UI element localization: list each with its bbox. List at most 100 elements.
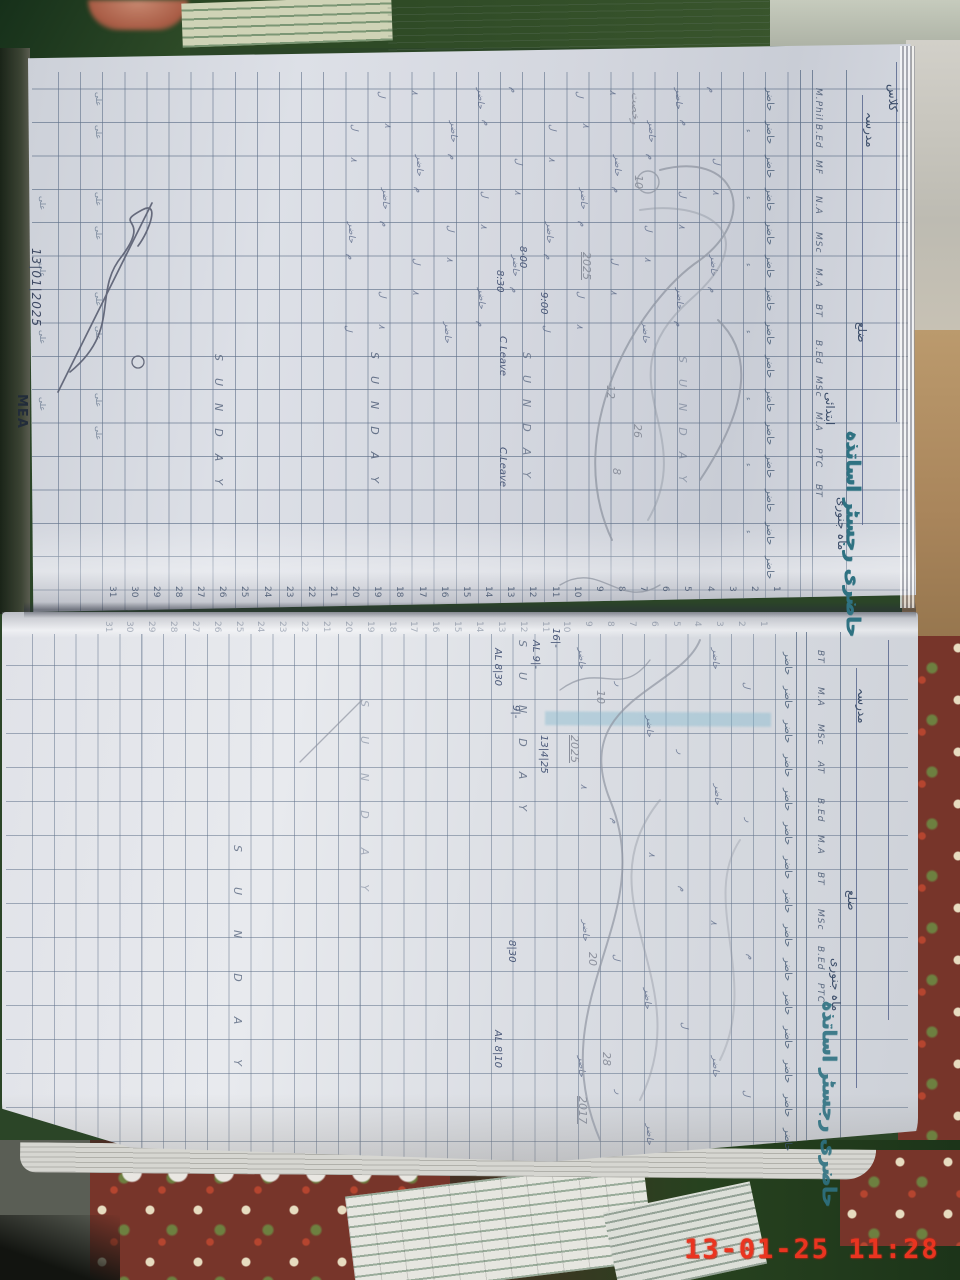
- cell-mark: م: [345, 254, 355, 260]
- cell-mark: حاضر: [673, 88, 683, 109]
- date-number: 7: [638, 586, 649, 592]
- header-handwriting: کلاس: [886, 84, 900, 112]
- date-number: 6: [648, 621, 659, 627]
- pencil-note: 2017: [576, 1096, 589, 1124]
- qualification-note: AT: [815, 761, 825, 774]
- qualification-note: MSc: [813, 376, 823, 398]
- pencil-note: 10: [632, 175, 645, 189]
- cell-mark: حاضر: [710, 1056, 720, 1077]
- cell-mark: حاضر: [644, 716, 654, 737]
- cell-mark: م: [611, 187, 621, 193]
- date-number: 26: [217, 586, 228, 598]
- cell-mark: ل: [349, 124, 359, 131]
- date-number: 5: [682, 586, 693, 592]
- date-number: 1: [758, 621, 768, 627]
- totals-mark: على: [38, 196, 47, 211]
- header-underline: [862, 95, 864, 525]
- leave-note: 8:30: [494, 270, 505, 293]
- cell-mark: حاضر: [708, 255, 718, 276]
- date-number: 6: [660, 586, 671, 592]
- header-handwriting: ضلع: [845, 890, 859, 911]
- date-number: 26: [211, 621, 222, 633]
- cell-mark: ل: [376, 91, 386, 98]
- date-number: 10: [571, 586, 582, 598]
- date-number: 28: [168, 621, 179, 633]
- cell-mark: حاضر: [576, 1056, 586, 1077]
- qualification-note: M.A: [815, 687, 825, 707]
- cell-mark: حاضر: [380, 188, 390, 210]
- attendance-mark: حاضر: [764, 455, 775, 479]
- attendance-mark: حاضر: [764, 121, 775, 145]
- pencil-note: رخصت: [629, 92, 642, 125]
- date-number: 28: [172, 586, 183, 598]
- leave-note: C Leave: [497, 336, 508, 377]
- cell-mark: م: [745, 954, 755, 960]
- cell-mark: ل: [711, 157, 721, 165]
- qualification-note: MSc: [815, 724, 825, 746]
- cell-mark: ٨: [409, 90, 419, 95]
- qualification-note: MSc: [813, 232, 823, 254]
- cell-mark: ر: [675, 750, 685, 755]
- cell-mark: م: [447, 153, 457, 160]
- header-handwriting: ماہ جنوری: [829, 958, 843, 1012]
- attendance-mark: حاضر: [764, 321, 775, 346]
- cell-mark: ل: [411, 258, 421, 265]
- cell-mark: حاضر: [442, 321, 452, 343]
- date-number: 7: [626, 621, 637, 627]
- date-number: 11: [549, 586, 560, 598]
- pencil-note: 12: [604, 385, 617, 399]
- cell-mark: ل: [513, 157, 523, 165]
- date-number: 17: [408, 621, 419, 633]
- date-number: 19: [372, 586, 383, 598]
- date-number: 8: [615, 586, 626, 592]
- date-number: 27: [189, 621, 200, 633]
- attendance-mark: حاضر: [764, 388, 775, 412]
- qualification-note: MF: [813, 160, 823, 175]
- cell-mark: حاضر: [644, 1124, 654, 1145]
- date-number: 21: [321, 621, 331, 633]
- date-number: 29: [146, 621, 157, 633]
- cell-mark: م: [413, 187, 423, 193]
- cell-mark: ٨: [710, 190, 720, 196]
- cell-mark: ل: [479, 191, 489, 198]
- date-number: 2: [736, 621, 747, 627]
- date-number: 24: [255, 621, 266, 633]
- qualification-note: PTC: [813, 448, 823, 469]
- totals-mark: على: [94, 225, 103, 240]
- cell-mark: ر: [613, 682, 623, 687]
- qualification-note: B.Ed: [815, 798, 825, 823]
- cell-mark: حاضر: [476, 288, 486, 310]
- pencil-note: 20: [586, 952, 599, 966]
- sunday-label: SUNDAY: [231, 845, 244, 1101]
- pencil-note: 10: [594, 690, 607, 704]
- header-handwriting: ماہ جنوری: [835, 497, 849, 551]
- attendance-mark: حاضر: [782, 720, 793, 744]
- qualification-note: BT: [815, 650, 825, 664]
- date-number: 13: [495, 621, 506, 633]
- cell-mark: ل: [574, 91, 584, 98]
- date-number: 15: [460, 586, 471, 598]
- attendance-tick: ء: [744, 129, 753, 134]
- attendance-mark: حاضر: [782, 686, 793, 710]
- date-number: 9: [593, 586, 604, 592]
- column-rule: [806, 632, 808, 1162]
- qualification-note: B.Ed: [813, 340, 823, 365]
- cell-mark: ل: [575, 291, 585, 298]
- date-number: 30: [128, 586, 139, 598]
- header-handwriting: ابتدائی: [823, 392, 837, 426]
- attendance-mark: حاضر: [764, 288, 775, 312]
- cell-mark: م: [543, 254, 553, 260]
- camera-timestamp: 13-01-25 11:28: [684, 1234, 940, 1265]
- totals-mark: على: [94, 426, 103, 441]
- leave-note: 9:00: [538, 292, 549, 315]
- cell-mark: ل: [377, 291, 387, 298]
- blurred-object: [88, 0, 188, 30]
- date-number: 10: [561, 621, 572, 633]
- date-number: 12: [527, 586, 538, 598]
- cell-mark: م: [609, 818, 619, 824]
- date-number: 16: [430, 621, 441, 633]
- cell-mark: ٨: [348, 156, 358, 162]
- attendance-mark: حاضر: [782, 992, 793, 1016]
- date-number: 3: [714, 621, 725, 627]
- cell-mark: ل: [541, 324, 551, 332]
